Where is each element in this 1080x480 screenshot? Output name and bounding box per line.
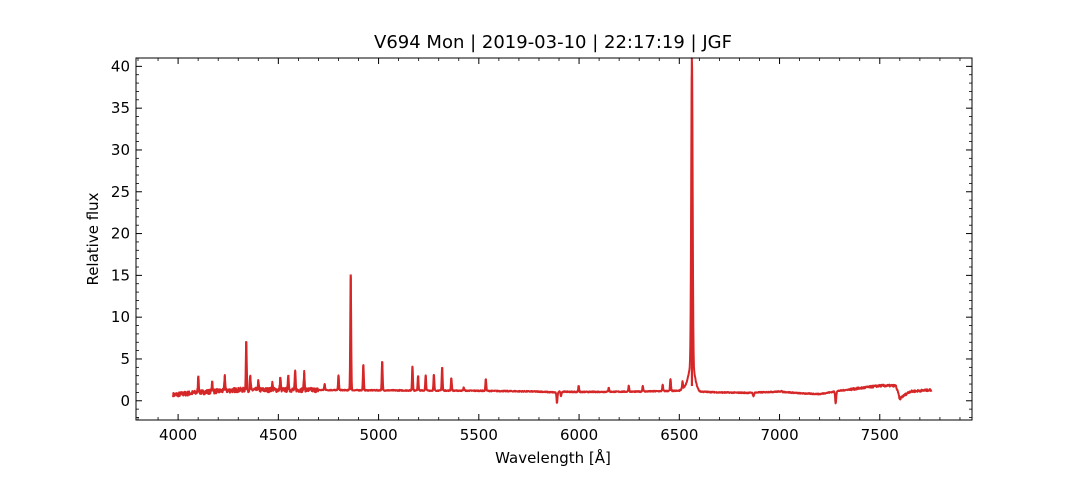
y-tick-label: 35 <box>111 99 130 117</box>
y-tick-label: 20 <box>111 225 130 243</box>
x-tick-label: 6000 <box>560 426 598 444</box>
chart-title: V694 Mon | 2019-03-10 | 22:17:19 | JGF <box>374 32 732 53</box>
x-tick-label: 7000 <box>760 426 798 444</box>
plot-area <box>172 57 933 405</box>
y-axis: 0 5 10 15 20 25 30 35 40 <box>111 57 972 418</box>
x-tick-label: 4500 <box>259 426 297 444</box>
x-axis: 4000 4500 5000 5500 6000 6500 7000 7500 <box>137 58 961 444</box>
x-tick-label: 5000 <box>359 426 397 444</box>
y-tick-label: 0 <box>120 392 130 410</box>
x-tick-label: 4000 <box>159 426 197 444</box>
x-axis-label: Wavelength [Å] <box>495 448 611 467</box>
y-axis-label: Relative flux <box>84 192 102 285</box>
y-tick-label: 25 <box>111 183 130 201</box>
x-tick-label: 5500 <box>460 426 498 444</box>
y-tick-label: 5 <box>120 350 130 368</box>
x-tick-label: 6500 <box>660 426 698 444</box>
y-tick-label: 10 <box>111 308 130 326</box>
spectrum-line <box>172 57 933 405</box>
y-tick-label: 40 <box>111 57 130 75</box>
plot-frame <box>135 57 973 421</box>
y-tick-label: 30 <box>111 141 130 159</box>
y-tick-label: 15 <box>111 266 130 284</box>
x-tick-label: 7500 <box>861 426 899 444</box>
